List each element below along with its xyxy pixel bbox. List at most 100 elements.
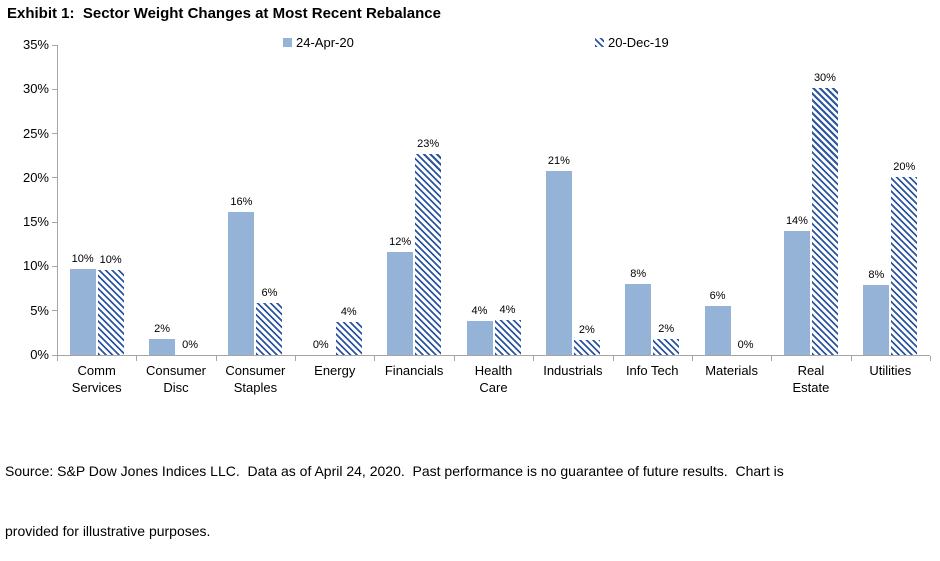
bar-24-Apr-20 <box>704 306 731 355</box>
legend-label-dec: 20-Dec-19 <box>608 35 669 50</box>
bar-value-label: 8% <box>630 268 647 280</box>
bar-value-label: 23% <box>417 138 440 150</box>
bar-value-label: 4% <box>340 306 357 318</box>
y-axis-tick-label: 10% <box>22 258 49 274</box>
bar-chart-plot-area: 0% 5% 10% 15% 20% 25% 30% 35% Comm Services Consum… <box>22 37 931 396</box>
bar-20-Dec-19 <box>494 320 521 355</box>
x-axis-tick <box>374 356 376 361</box>
category-label-line: Estate <box>792 380 830 395</box>
bar-value-label: 0% <box>737 339 754 351</box>
bar-20-Dec-19 <box>335 322 362 355</box>
bar-20-Dec-19 <box>811 88 838 355</box>
bar-24-Apr-20 <box>387 252 414 355</box>
x-axis-line <box>57 355 930 356</box>
x-axis-tick <box>57 356 58 361</box>
category-label-line: Services <box>71 380 122 395</box>
bar-value-label: 21% <box>547 155 570 167</box>
category-label: Comm Services <box>57 362 136 396</box>
category-label-line: Health <box>474 363 513 378</box>
x-axis-tick <box>691 356 693 361</box>
bar-value-label: 6% <box>709 290 726 302</box>
bar-value-label: 10% <box>71 253 94 265</box>
bar-24-Apr-20 <box>625 284 652 355</box>
y-axis-tick <box>52 88 57 90</box>
legend-item-dec: 20-Dec-19 <box>595 35 669 50</box>
category-label: Health Care <box>454 362 533 396</box>
y-axis-tick-label: 5% <box>30 302 49 318</box>
category-label-line: Industrials <box>543 363 603 378</box>
bar-24-Apr-20 <box>466 321 493 355</box>
y-axis-tick <box>52 44 57 46</box>
category-label-line: Energy <box>314 363 356 378</box>
bar-24-Apr-20 <box>69 269 96 355</box>
category-label: Utilities <box>851 362 930 379</box>
y-axis-tick <box>52 221 57 223</box>
category-label-line: Disc <box>163 380 189 395</box>
x-axis-tick <box>533 356 535 361</box>
y-axis-tick <box>52 265 57 267</box>
y-axis-tick <box>52 133 57 135</box>
category-label: Energy <box>295 362 374 379</box>
bar-value-label: 14% <box>785 215 808 227</box>
y-axis-tick <box>52 354 57 356</box>
bar-24-Apr-20 <box>783 231 810 355</box>
legend-label-apr: 24-Apr-20 <box>296 35 354 50</box>
x-axis-tick <box>295 356 297 361</box>
y-axis-tick <box>52 177 57 179</box>
legend-swatch-hatch-icon <box>595 38 604 47</box>
y-axis-tick-label: 15% <box>22 214 49 230</box>
bar-20-Dec-19 <box>653 339 680 355</box>
x-axis-tick <box>612 356 614 361</box>
y-axis-line <box>57 45 58 356</box>
bar-value-label: 2% <box>578 324 595 336</box>
category-label: Consumer Staples <box>216 362 295 396</box>
category-label: Consumer Disc <box>136 362 215 396</box>
x-axis-tick <box>136 356 138 361</box>
bar-20-Dec-19 <box>573 340 600 355</box>
category-label-line: Financials <box>384 363 444 378</box>
bar-value-label: 6% <box>261 287 278 299</box>
y-axis-tick-label: 0% <box>30 347 49 362</box>
category-label-line: Utilities <box>869 363 912 378</box>
category-label-line: Materials <box>705 363 758 378</box>
x-axis-tick <box>771 356 773 361</box>
x-axis-tick <box>930 356 931 361</box>
bar-24-Apr-20 <box>228 212 255 355</box>
category-label-line: Consumer <box>146 363 207 378</box>
y-axis-tick-label: 35% <box>22 37 49 52</box>
legend-item-apr: 24-Apr-20 <box>283 35 354 50</box>
bar-value-label: 8% <box>868 269 885 281</box>
category-label-line: Consumer <box>225 363 286 378</box>
bar-20-Dec-19 <box>97 270 124 355</box>
category-label-line: Info Tech <box>625 363 679 378</box>
bar-20-Dec-19 <box>256 303 283 355</box>
y-axis-tick <box>52 310 57 312</box>
bar-20-Dec-19 <box>891 177 918 355</box>
legend-swatch-solid-icon <box>283 38 292 47</box>
y-axis-tick-label: 30% <box>22 81 49 97</box>
category-label: Financials <box>374 362 453 379</box>
x-axis-tick <box>453 356 455 361</box>
bar-value-label: 0% <box>312 339 329 351</box>
bar-value-label: 2% <box>154 323 170 335</box>
y-axis-tick-label: 20% <box>22 169 49 185</box>
category-label-line: Care <box>479 380 508 395</box>
category-label-line: Real <box>797 363 825 378</box>
category-label-line: Comm <box>77 363 116 378</box>
source-note: Source: S&P Dow Jones Indices LLC. Data … <box>5 421 784 561</box>
bar-value-label: 10% <box>99 254 122 266</box>
bar-value-label: 20% <box>893 161 916 173</box>
bar-value-label: 12% <box>389 236 412 248</box>
bar-24-Apr-20 <box>863 285 890 355</box>
source-note-line1: Source: S&P Dow Jones Indices LLC. Data … <box>5 463 784 479</box>
category-label: Materials <box>692 362 771 379</box>
bar-value-label: 0% <box>182 339 198 351</box>
category-label-line: Staples <box>233 380 278 395</box>
bar-value-label: 4% <box>471 305 488 317</box>
category-label: Real Estate <box>771 362 850 396</box>
x-axis-tick <box>850 356 852 361</box>
source-note-line2: provided for illustrative purposes. <box>5 523 211 539</box>
bar-value-label: 2% <box>658 323 675 335</box>
chart-title: Exhibit 1: Sector Weight Changes at Most… <box>7 5 441 22</box>
bar-value-label: 4% <box>499 304 516 316</box>
